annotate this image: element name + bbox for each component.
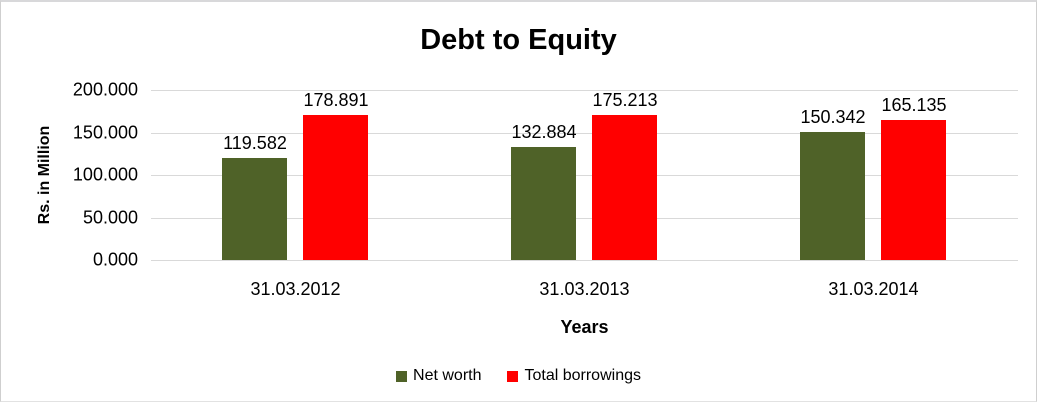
data-label: 165.135: [881, 94, 947, 115]
bar-wrap: 119.582: [222, 90, 288, 260]
category-group: 150.342 165.135: [729, 90, 1018, 260]
bar-wrap: 165.135: [881, 90, 947, 260]
bar-wrap: 132.884: [511, 90, 577, 260]
x-axis-category-label: 31.03.2014: [828, 279, 919, 299]
y-tick-label: 200.000: [72, 79, 138, 100]
gridline: [151, 260, 1018, 261]
y-tick-label: 0.000: [92, 249, 138, 270]
y-tick-label: 150.000: [72, 122, 138, 142]
legend-item: Total borrowings: [507, 367, 641, 385]
y-axis-tick-labels: 200.000 150.000 100.000 50.000 0.000: [1, 80, 138, 270]
legend-label: Total borrowings: [524, 367, 641, 384]
gridline: [151, 90, 1018, 91]
bar-net-worth-31.03.2013: [511, 147, 577, 260]
bar-wrap: 175.213: [592, 90, 658, 260]
y-tick-label: 50.000: [82, 207, 138, 227]
bar-total-borrowings-31.03.2012: [303, 115, 369, 260]
data-label: 132.884: [511, 122, 577, 143]
chart-title: Debt to Equity: [420, 24, 617, 56]
x-axis-category-label: 31.03.2013: [539, 279, 630, 299]
category-group: 119.582 178.891: [151, 90, 440, 260]
data-label: 119.582: [223, 133, 287, 154]
bar-net-worth-31.03.2012: [222, 158, 288, 260]
legend-label: Net worth: [413, 367, 482, 384]
legend-marker-icon: [396, 370, 408, 382]
x-axis-category-label: 31.03.2012: [250, 279, 341, 299]
bar-wrap: 150.342: [800, 90, 866, 260]
x-axis-labels: 31.03.2012 31.03.2013 31.03.2014: [151, 279, 1018, 300]
legend-item: Net worth: [396, 367, 481, 385]
data-label: 150.342: [800, 107, 866, 128]
legend-marker-icon: [507, 370, 519, 382]
bar-total-borrowings-31.03.2014: [881, 119, 947, 260]
data-label: 175.213: [592, 90, 658, 110]
gridline: [151, 217, 1018, 219]
bar-total-borrowings-31.03.2013: [592, 115, 658, 260]
plot-area: 119.582 178.891 132.884 175.213 150.342 165.1…: [151, 90, 1018, 261]
x-axis-title: Years: [560, 317, 609, 337]
y-tick-label: 100.000: [72, 164, 138, 185]
category-group: 132.884 175.213: [440, 90, 729, 260]
bar-wrap: 178.891: [303, 90, 369, 260]
gridline: [151, 175, 1018, 176]
bar-net-worth-31.03.2014: [800, 132, 866, 260]
gridline: [151, 132, 1018, 134]
data-label: 178.891: [303, 90, 369, 110]
legend: Net worth Total borrowings: [1, 367, 1036, 385]
